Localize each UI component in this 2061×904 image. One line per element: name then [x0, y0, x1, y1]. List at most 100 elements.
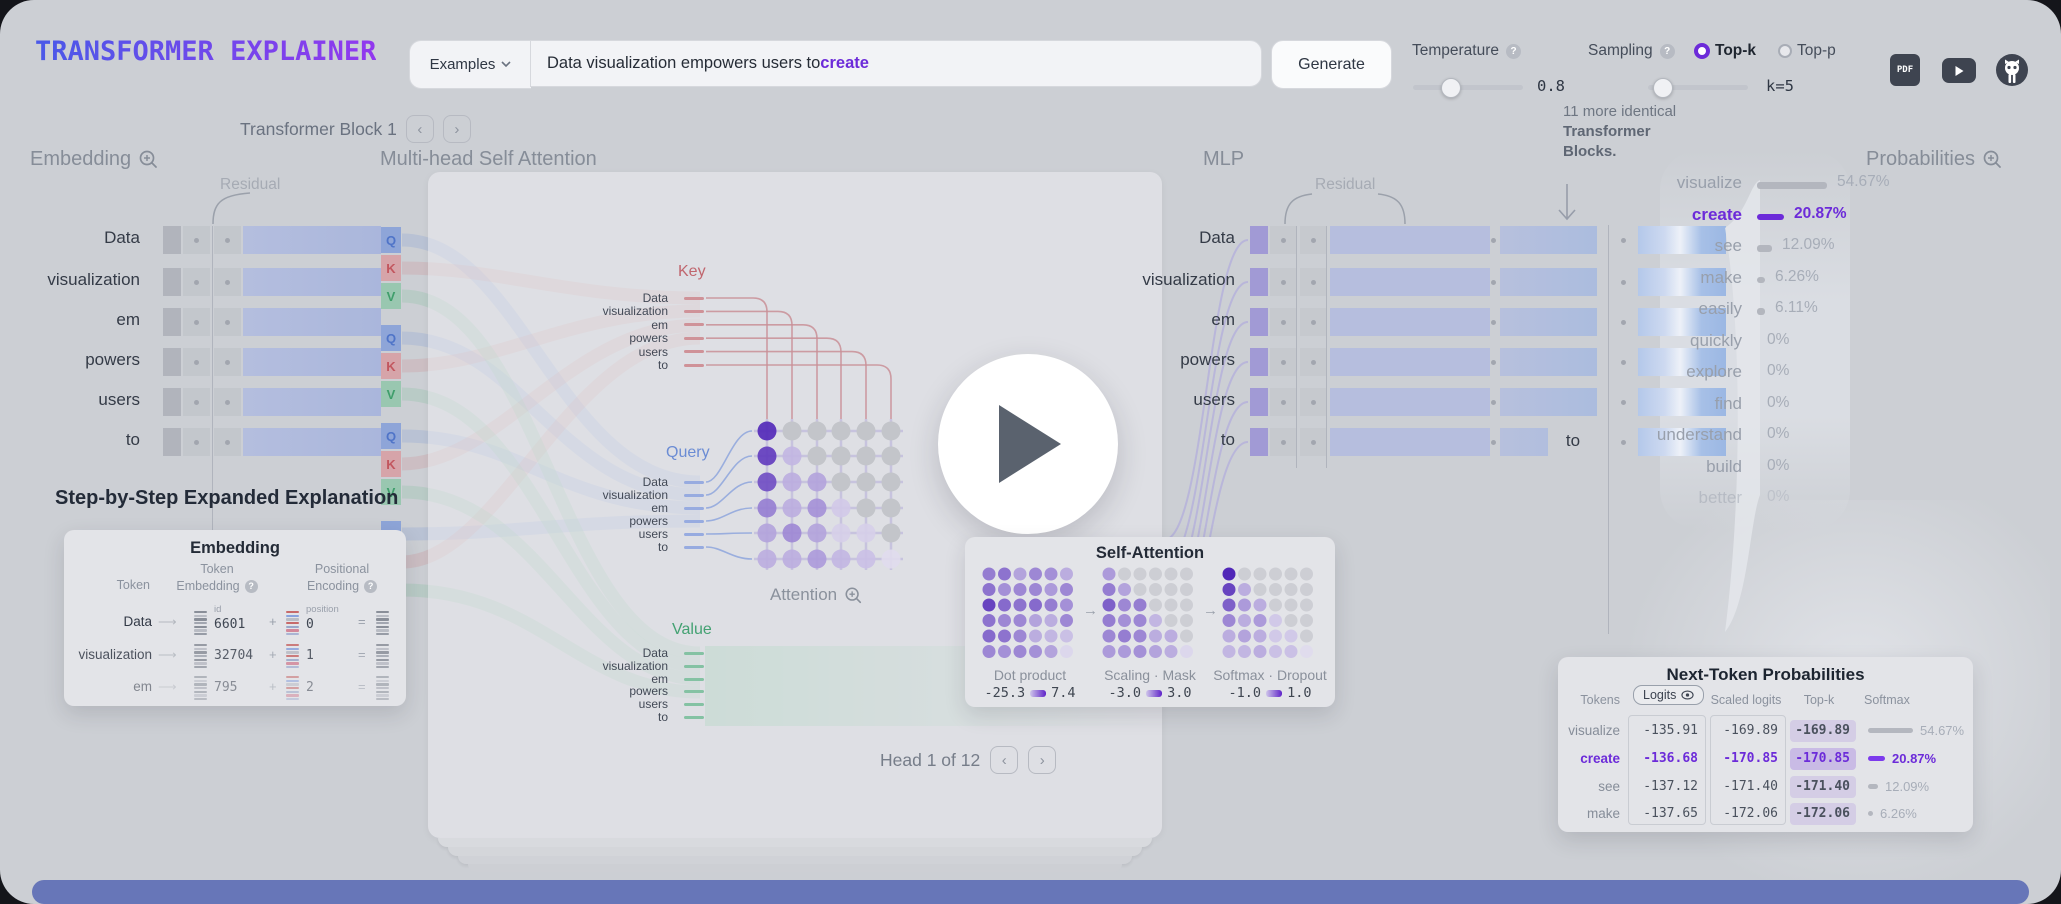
residual-dot: [1621, 279, 1626, 285]
probability-pct: 12.09%: [1782, 236, 1835, 253]
col-topk: Top-k: [1803, 693, 1835, 707]
probability-token[interactable]: visualize: [1676, 173, 1742, 192]
head-stack-edge: [438, 838, 1152, 847]
youtube-icon[interactable]: [1942, 58, 1976, 83]
probability-token[interactable]: easily: [1698, 299, 1742, 318]
mlp-vector-bar[interactable]: [1250, 348, 1268, 376]
head-next-button[interactable]: ›: [1028, 746, 1057, 774]
probability-token[interactable]: create: [1691, 204, 1742, 224]
probability-token[interactable]: find: [1714, 393, 1742, 413]
topk-cell: [1790, 748, 1856, 770]
step-heading: Step-by-Step Expanded Explanation: [55, 487, 399, 509]
block-next-button[interactable]: ›: [442, 115, 471, 143]
probability-row: create 20.87%: [1572, 205, 2032, 231]
residual-dot: [225, 439, 230, 445]
query-token-label: to: [657, 540, 668, 554]
residual-dot: [1311, 359, 1316, 365]
embedding-vector-bar[interactable]: [163, 268, 181, 296]
probability-token[interactable]: see: [1714, 236, 1742, 255]
probability-bar: [1757, 276, 1765, 283]
next-token-scaled-logit: -169.89: [1723, 723, 1778, 738]
probability-token[interactable]: explore: [1686, 362, 1742, 381]
embedding-flow-band: [243, 388, 381, 416]
range-min: -3.0: [1108, 685, 1142, 701]
more-blocks-band: [1638, 348, 1726, 376]
block-prev-button[interactable]: ‹: [405, 115, 434, 143]
next-token-logit: -135.91: [1643, 723, 1698, 738]
generate-button[interactable]: Generate: [1271, 40, 1392, 89]
probability-token[interactable]: better: [1698, 488, 1742, 507]
mlp-vector-bar[interactable]: [1250, 428, 1268, 456]
prompt-input[interactable]: Data visualization empowers users to cre…: [530, 40, 1262, 87]
embedding-vector-bar[interactable]: [163, 428, 181, 456]
help-icon[interactable]: ?: [244, 580, 258, 593]
next-token-logit: -136.68: [1643, 751, 1698, 766]
probability-row: quickly 0%: [1572, 331, 2032, 357]
residual-dot: [1281, 319, 1286, 325]
query-token-label: users: [638, 527, 668, 541]
probability-token[interactable]: make: [1700, 267, 1742, 287]
logits-toggle-button[interactable]: Logits: [1633, 685, 1705, 705]
help-icon[interactable]: ?: [364, 580, 378, 593]
help-icon[interactable]: ?: [1506, 43, 1522, 59]
probability-row: visualize 54.67%: [1572, 173, 2032, 199]
zoom-in-icon[interactable]: [1982, 149, 2003, 170]
residual-dot: [1281, 237, 1286, 243]
zoom-in-icon[interactable]: [138, 149, 159, 170]
play-icon: [999, 405, 1061, 483]
head-prev-button[interactable]: ‹: [990, 746, 1019, 774]
logits-column-box: [1628, 715, 1706, 825]
temperature-slider[interactable]: [1413, 78, 1523, 98]
topk-slider-knob[interactable]: [1653, 78, 1673, 98]
embedding-vector-bar[interactable]: [163, 388, 181, 416]
examples-dropdown[interactable]: Examples: [409, 40, 531, 89]
embedding-vector-bar[interactable]: [163, 348, 181, 376]
mlp-vector-bar[interactable]: [1250, 388, 1268, 416]
topp-radio[interactable]: Top-p: [1778, 42, 1836, 60]
header: Transformer Explainer Examples Data visu…: [0, 0, 2061, 100]
residual-dot: [194, 399, 199, 405]
next-token-scaled-logit: -172.06: [1723, 806, 1778, 821]
id-label: id: [214, 604, 222, 615]
probability-token[interactable]: build: [1706, 456, 1742, 476]
embedding-flow-band: [243, 226, 381, 254]
block-flow-band: [1500, 388, 1597, 416]
temperature-slider-knob[interactable]: [1441, 78, 1461, 98]
embedding-vector-bar[interactable]: [163, 308, 181, 336]
qkv-letter-k: K: [381, 353, 401, 379]
embedding-vector-bar[interactable]: [163, 226, 181, 254]
probability-token[interactable]: quickly: [1690, 330, 1742, 350]
residual-dot: [1311, 279, 1316, 285]
next-token-softmax-bar: [1868, 784, 1878, 789]
github-icon[interactable]: [1996, 54, 2028, 86]
qkv-letter-v: V: [381, 381, 401, 407]
residual-dot: [1491, 237, 1496, 243]
topk-radio[interactable]: Top-k: [1694, 42, 1756, 60]
probability-token[interactable]: understand: [1656, 425, 1742, 444]
next-token-topk: -169.89: [1795, 723, 1850, 738]
help-icon[interactable]: ?: [1659, 43, 1675, 59]
residual-dot: [1621, 439, 1626, 445]
residual-dot: [1621, 359, 1626, 365]
zoom-in-icon[interactable]: [844, 586, 863, 605]
embedding-row-token: visualization: [78, 647, 152, 662]
token-id-value: 6601: [214, 617, 246, 632]
self-attention-grid: [1102, 567, 1193, 658]
play-button[interactable]: [938, 354, 1118, 534]
topk-slider[interactable]: [1648, 78, 1748, 98]
mlp-vector-bar[interactable]: [1250, 226, 1268, 254]
prompt-generated-token: create: [820, 54, 869, 72]
pdf-icon[interactable]: PDF: [1890, 54, 1920, 86]
temperature-control-label: Temperature?: [1412, 42, 1522, 60]
more-blocks-line3: Blocks.: [1563, 143, 1617, 160]
grid-range: -25.3 7.4: [957, 685, 1103, 701]
mlp-flow-band: [1330, 388, 1490, 416]
residual-dot: [194, 237, 199, 243]
key-token-label: users: [638, 344, 668, 359]
more-blocks-band: [1638, 428, 1726, 456]
residual-dot: [1621, 237, 1626, 243]
mlp-vector-bar[interactable]: [1250, 308, 1268, 336]
block-title: Transformer Block 1: [240, 118, 397, 139]
mlp-vector-bar[interactable]: [1250, 268, 1268, 296]
probability-bar: [1757, 308, 1765, 315]
